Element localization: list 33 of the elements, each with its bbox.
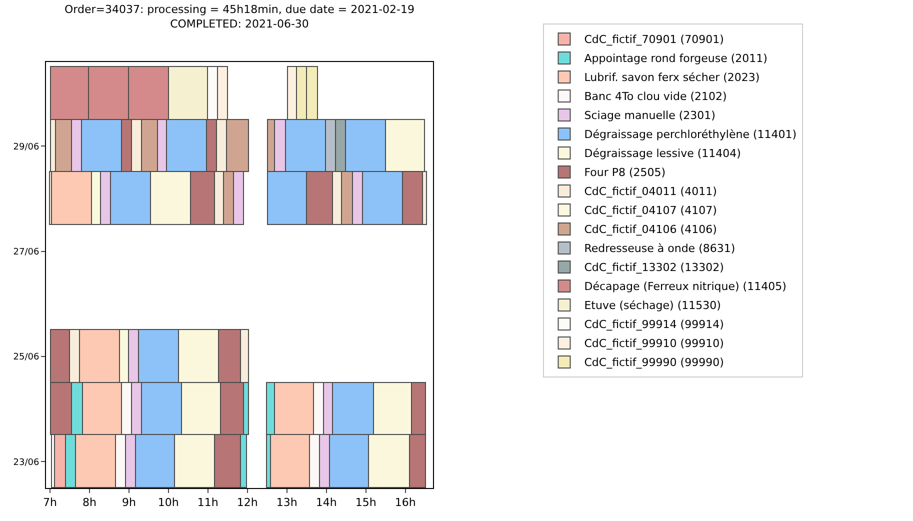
legend-label: CdC_fictif_04011 (4011): [584, 185, 717, 198]
legend-label: Sciage manuelle (2301): [584, 109, 716, 122]
chart-title: Order=34037: processing = 45h18min, due date = 2021-02-19 COMPLETED: 2021-06-30: [64, 3, 415, 30]
x-tick-label: 14h: [316, 496, 337, 510]
legend-label: Dégraissage lessive (11404): [584, 147, 741, 160]
y-tick-label: 23/06: [13, 458, 40, 468]
legend-label: Banc 4To clou vide (2102): [584, 90, 727, 104]
legend-label: Dégraissage perchloréthylène (11401): [584, 128, 797, 142]
legend-label: CdC_fictif_99990 (99990): [584, 356, 724, 370]
legend-label: Appointage rond forgeuse (2011): [584, 52, 768, 66]
legend-label: CdC_fictif_99914 (99914): [584, 318, 724, 332]
x-tick-label: 10h: [158, 496, 179, 510]
x-tick-label: 15h: [355, 496, 376, 510]
x-tick-label: 12h: [236, 496, 258, 510]
x-tick-label: 9h: [122, 496, 136, 510]
x-tick-label: 7h: [42, 496, 57, 510]
x-tick-label: 11h: [197, 496, 218, 510]
x-tick-label: 16h: [394, 496, 416, 510]
legend-label: Décapage (Ferreux nitrique) (11405): [584, 280, 786, 294]
legend-label: Redresseuse à onde (8631): [584, 242, 736, 256]
legend-label: Etuve (séchage) (11530): [584, 299, 721, 312]
legend-label: CdC_fictif_04106 (4106): [584, 223, 717, 236]
y-tick-label: 29/06: [13, 142, 40, 152]
y-tick-label: 27/06: [13, 247, 40, 258]
legend-label: CdC_fictif_04107 (4107): [584, 204, 717, 218]
legend-label: Four P8 (2505): [584, 166, 666, 180]
legend-label: CdC_fictif_13302 (13302): [584, 261, 724, 274]
legend-label: CdC_fictif_99910 (99910): [584, 337, 724, 350]
x-tick-label: 8h: [82, 496, 96, 510]
legend-label: Lubrif. savon ferx sécher (2023): [584, 71, 760, 84]
y-tick-label: 25/06: [13, 352, 40, 363]
x-tick-label: 13h: [276, 496, 298, 510]
legend-label: CdC_fictif_70901 (70901): [584, 33, 724, 46]
